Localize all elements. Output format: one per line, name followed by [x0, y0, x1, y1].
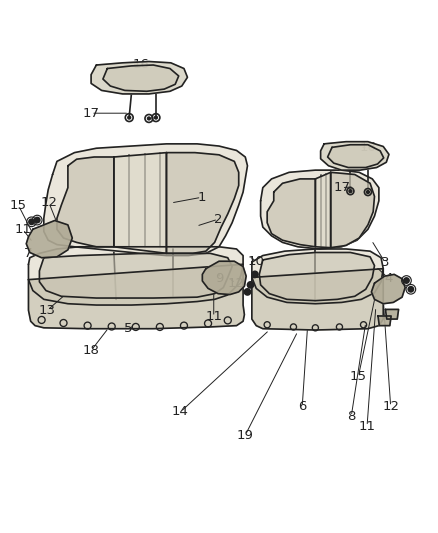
Text: 16: 16	[360, 141, 376, 154]
Text: 9: 9	[215, 272, 223, 285]
Polygon shape	[321, 142, 389, 170]
Polygon shape	[166, 152, 239, 253]
Polygon shape	[331, 172, 374, 248]
Polygon shape	[385, 310, 399, 319]
Polygon shape	[315, 172, 331, 248]
Text: 12: 12	[382, 400, 399, 413]
Text: 4: 4	[385, 272, 393, 285]
Circle shape	[349, 190, 352, 192]
Text: 16: 16	[133, 58, 149, 71]
Text: 12: 12	[41, 197, 57, 209]
Text: 13: 13	[39, 304, 56, 317]
Polygon shape	[371, 274, 405, 304]
Circle shape	[35, 217, 40, 223]
Polygon shape	[103, 65, 179, 91]
Text: 1: 1	[197, 191, 206, 204]
Text: 5: 5	[124, 322, 132, 335]
Text: 2: 2	[214, 213, 223, 225]
Polygon shape	[252, 269, 383, 330]
Text: 12: 12	[227, 277, 244, 289]
Polygon shape	[259, 253, 374, 301]
Circle shape	[148, 117, 150, 120]
Circle shape	[128, 116, 131, 119]
Text: 17: 17	[333, 181, 350, 194]
Polygon shape	[261, 170, 379, 249]
Polygon shape	[28, 264, 244, 329]
Circle shape	[244, 289, 251, 295]
Polygon shape	[267, 179, 315, 247]
Text: 10: 10	[248, 255, 265, 268]
Text: 17: 17	[83, 107, 99, 120]
Text: 7: 7	[24, 247, 33, 260]
Text: 8: 8	[347, 410, 356, 423]
Circle shape	[367, 191, 369, 193]
Text: 11: 11	[359, 420, 375, 433]
Polygon shape	[202, 261, 246, 295]
Polygon shape	[252, 249, 383, 304]
Polygon shape	[114, 152, 166, 253]
Polygon shape	[28, 247, 243, 305]
Polygon shape	[57, 157, 114, 247]
Text: 11: 11	[14, 223, 31, 236]
Polygon shape	[44, 144, 247, 255]
Polygon shape	[39, 253, 232, 298]
Circle shape	[247, 282, 254, 288]
Polygon shape	[26, 221, 72, 258]
Text: 6: 6	[298, 400, 307, 413]
Circle shape	[404, 278, 409, 283]
Text: 3: 3	[381, 256, 390, 270]
Circle shape	[29, 219, 34, 224]
Circle shape	[408, 287, 413, 292]
Text: 11: 11	[205, 310, 222, 324]
Polygon shape	[378, 316, 391, 326]
Circle shape	[155, 116, 157, 119]
Text: 15: 15	[10, 199, 27, 212]
Text: 19: 19	[237, 429, 254, 442]
Text: 14: 14	[172, 406, 189, 418]
Polygon shape	[328, 145, 384, 167]
Circle shape	[252, 271, 258, 278]
Text: 18: 18	[83, 344, 99, 357]
Text: 15: 15	[350, 370, 367, 383]
Polygon shape	[91, 61, 187, 94]
